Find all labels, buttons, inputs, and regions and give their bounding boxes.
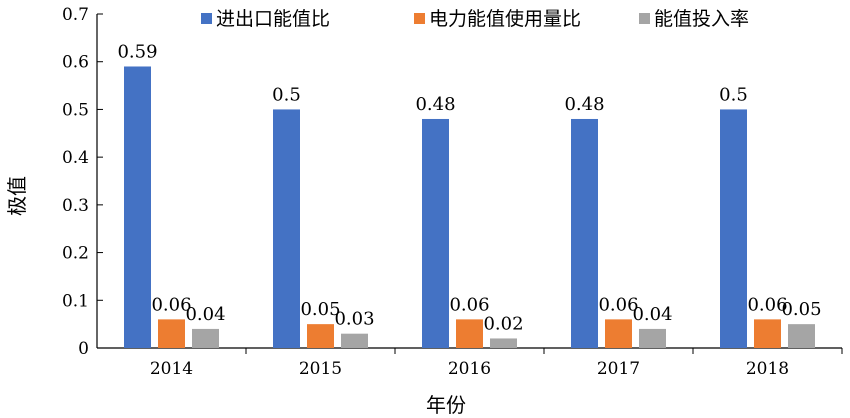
legend-swatch <box>201 13 212 24</box>
bar <box>605 319 632 348</box>
y-tick-label: 0.6 <box>62 53 89 73</box>
legend: 进出口能值比 电力能值使用量比 能值投入率 <box>201 8 749 30</box>
legend-label: 电力能值使用量比 <box>429 8 581 30</box>
bar <box>571 118 598 348</box>
x-tick-label: 2017 <box>597 359 640 379</box>
data-label: 0.04 <box>185 304 225 325</box>
y-axis-title: 极值 <box>5 176 29 216</box>
data-label: 0.03 <box>334 309 374 330</box>
y-tick-label: 0.3 <box>62 196 89 216</box>
x-tick-label: 2018 <box>746 359 789 379</box>
data-label: 0.05 <box>781 299 821 320</box>
bar <box>192 328 219 348</box>
plot-area: 0 0.1 0.2 0.3 0.4 0.5 0.6 0.7 2014 2015 2016 2017 20… <box>62 5 843 379</box>
legend-swatch <box>414 13 425 24</box>
x-axis-title: 年份 <box>426 393 466 417</box>
data-label: 0.5 <box>719 84 748 105</box>
bar <box>720 109 747 348</box>
data-label: 0.06 <box>151 294 191 315</box>
legend-label: 进出口能值比 <box>216 8 330 30</box>
data-label: 0.59 <box>117 41 157 62</box>
data-label: 0.02 <box>483 313 523 334</box>
x-tick-label: 2015 <box>299 359 342 379</box>
bar <box>307 324 334 348</box>
y-tick-label: 0.5 <box>62 100 89 120</box>
bar <box>341 333 368 348</box>
bar <box>273 109 300 348</box>
y-tick-label: 0.1 <box>62 291 89 311</box>
x-tick-label: 2016 <box>448 359 491 379</box>
data-label: 0.06 <box>449 294 489 315</box>
data-label: 0.48 <box>415 94 455 115</box>
legend-label: 能值投入率 <box>654 8 749 30</box>
x-tick-label: 2014 <box>150 359 193 379</box>
bar <box>422 118 449 348</box>
y-tick-label: 0.7 <box>62 5 89 25</box>
y-tick-label: 0.4 <box>62 148 89 168</box>
data-label: 0.5 <box>272 84 301 105</box>
bar <box>456 319 483 348</box>
y-tick-label: 0 <box>78 339 89 359</box>
data-label: 0.06 <box>598 294 638 315</box>
y-tick-label: 0.2 <box>62 244 89 264</box>
data-label: 0.05 <box>300 299 340 320</box>
bar <box>158 319 185 348</box>
data-label: 0.06 <box>747 294 787 315</box>
bar <box>124 66 151 348</box>
data-label: 0.48 <box>564 94 604 115</box>
bar <box>490 338 517 348</box>
legend-swatch <box>639 13 650 24</box>
bar <box>788 324 815 348</box>
bar <box>754 319 781 348</box>
bar <box>639 328 666 348</box>
data-label: 0.04 <box>632 304 672 325</box>
